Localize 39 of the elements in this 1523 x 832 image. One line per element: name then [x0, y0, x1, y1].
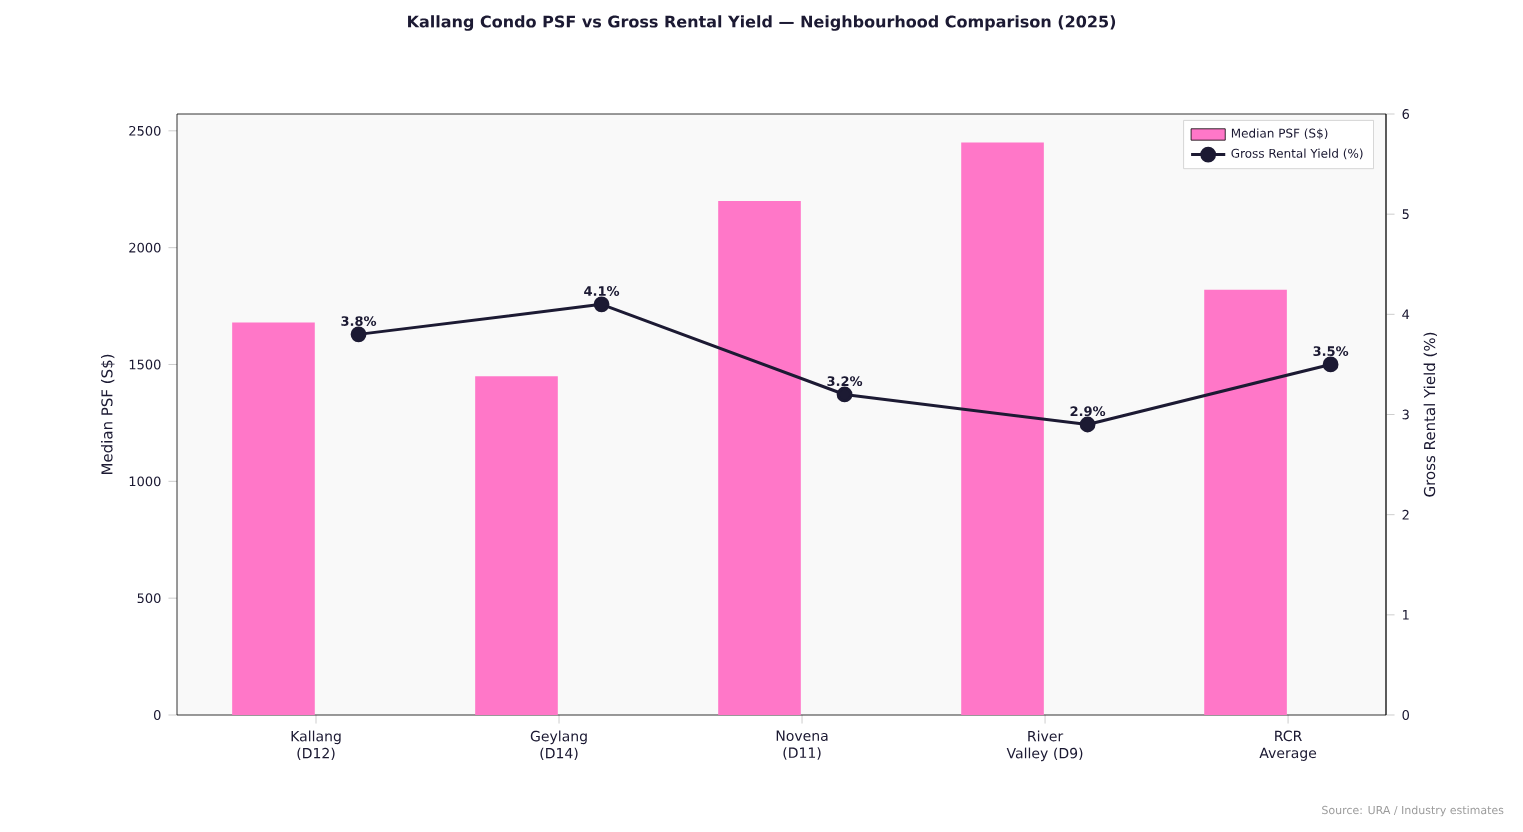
y2-tick-label: 4	[1402, 309, 1410, 320]
data-label: 3.8%	[341, 316, 377, 326]
y-tick-label: 2000	[129, 242, 161, 253]
data-label: 2.9%	[1070, 406, 1106, 417]
point	[836, 386, 853, 403]
y-axis-title: Median PSF (S$)	[101, 354, 115, 475]
point	[1079, 416, 1096, 433]
bar	[1204, 289, 1287, 715]
x-tick-label: Geylang (D14)	[530, 730, 587, 761]
data-label: 4.1%	[584, 286, 620, 296]
legend-label: Gross Rental Yield (%)	[1231, 148, 1363, 160]
y-tick-label: 1500	[129, 359, 161, 370]
x-tick-label: Kallang (D12)	[291, 730, 341, 761]
y-tick-label: 500	[137, 593, 161, 604]
y2-tick-label: 0	[1402, 710, 1410, 720]
legend-label: Median PSF (S$)	[1231, 128, 1328, 140]
data-label: 3.2%	[827, 376, 863, 387]
x-tick-label: River Valley (D9)	[1006, 730, 1083, 762]
bar	[961, 142, 1044, 715]
y2-tick-label: 1	[1403, 610, 1409, 620]
point	[1322, 356, 1339, 373]
y-tick-label: 2500	[129, 125, 161, 136]
y-tick-label: 0	[153, 710, 161, 720]
source-note: Source: URA / Industry estimates	[1322, 805, 1504, 817]
x-tick-label: RCR Average	[1259, 730, 1317, 761]
point	[350, 326, 367, 343]
bar	[718, 200, 801, 715]
x-tick-label: Novena (D11)	[776, 730, 828, 760]
point	[593, 296, 610, 313]
bar	[232, 322, 315, 715]
y2-tick-label: 2	[1402, 509, 1409, 520]
bar	[475, 376, 558, 715]
y2-tick-label: 6	[1402, 109, 1410, 119]
chart-title: Kallang Condo PSF vs Gross Rental Yield — Neighbourhood Comparison (2025)	[408, 15, 1116, 31]
y-tick-label: 1000	[129, 476, 161, 487]
y2-tick-label: 3	[1402, 409, 1409, 420]
y2-tick-label: 5	[1402, 209, 1409, 220]
data-label: 3.5%	[1313, 346, 1349, 357]
y2-axis-title: Gross Rental Yield (%)	[1423, 332, 1437, 497]
